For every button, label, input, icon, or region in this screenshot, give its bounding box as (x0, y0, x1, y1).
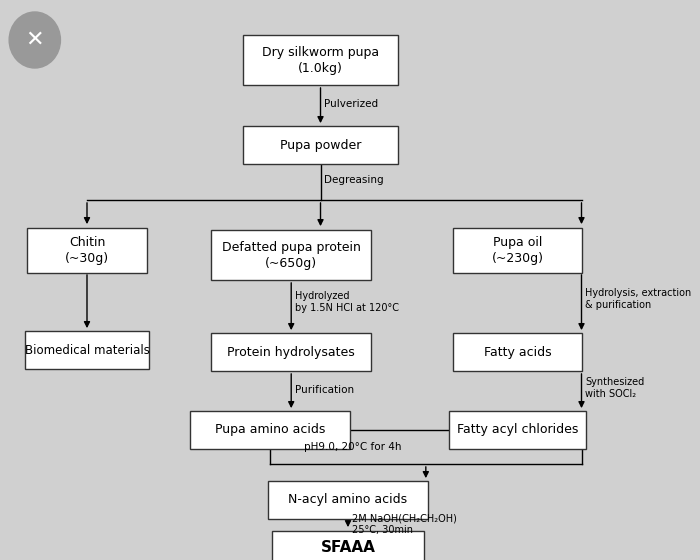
Text: Pupa amino acids: Pupa amino acids (215, 423, 326, 436)
Text: Purification: Purification (295, 385, 354, 395)
Text: Biomedical materials: Biomedical materials (25, 343, 149, 357)
FancyBboxPatch shape (243, 126, 398, 164)
Text: Synthesized
with SOCl₂: Synthesized with SOCl₂ (585, 377, 645, 399)
Text: Pulverized: Pulverized (324, 99, 378, 109)
FancyBboxPatch shape (449, 411, 586, 449)
Text: Defatted pupa protein
(~650g): Defatted pupa protein (~650g) (222, 240, 360, 269)
FancyBboxPatch shape (243, 35, 398, 85)
Text: Chitin
(~30g): Chitin (~30g) (65, 236, 109, 264)
Text: Dry silkworm pupa
(1.0kg): Dry silkworm pupa (1.0kg) (262, 45, 379, 74)
FancyBboxPatch shape (454, 227, 582, 273)
Text: Hydrolysis, extraction
& purification: Hydrolysis, extraction & purification (585, 288, 692, 310)
FancyBboxPatch shape (211, 230, 371, 280)
FancyBboxPatch shape (190, 411, 350, 449)
Text: pH9.0, 20°C for 4h: pH9.0, 20°C for 4h (304, 442, 401, 452)
FancyBboxPatch shape (27, 227, 146, 273)
Text: ✕: ✕ (25, 30, 44, 50)
Text: Fatty acids: Fatty acids (484, 346, 551, 358)
Text: SFAAA: SFAAA (321, 540, 375, 556)
Text: Fatty acyl chlorides: Fatty acyl chlorides (456, 423, 578, 436)
Circle shape (9, 12, 60, 68)
Text: Degreasing: Degreasing (324, 175, 384, 185)
Text: N-acyl amino acids: N-acyl amino acids (288, 493, 407, 506)
Text: Hydrolyzed
by 1.5N HCl at 120°C: Hydrolyzed by 1.5N HCl at 120°C (295, 291, 399, 313)
FancyBboxPatch shape (211, 333, 371, 371)
Text: Pupa oil
(~230g): Pupa oil (~230g) (491, 236, 543, 264)
FancyBboxPatch shape (268, 481, 428, 519)
FancyBboxPatch shape (454, 333, 582, 371)
FancyBboxPatch shape (25, 331, 149, 369)
FancyBboxPatch shape (272, 530, 424, 560)
Text: Protein hydrolysates: Protein hydrolysates (228, 346, 355, 358)
Text: Pupa powder: Pupa powder (280, 138, 361, 152)
Text: 2M NaOH(CH₂CH₂OH)
25°C, 30min: 2M NaOH(CH₂CH₂OH) 25°C, 30min (351, 513, 456, 535)
